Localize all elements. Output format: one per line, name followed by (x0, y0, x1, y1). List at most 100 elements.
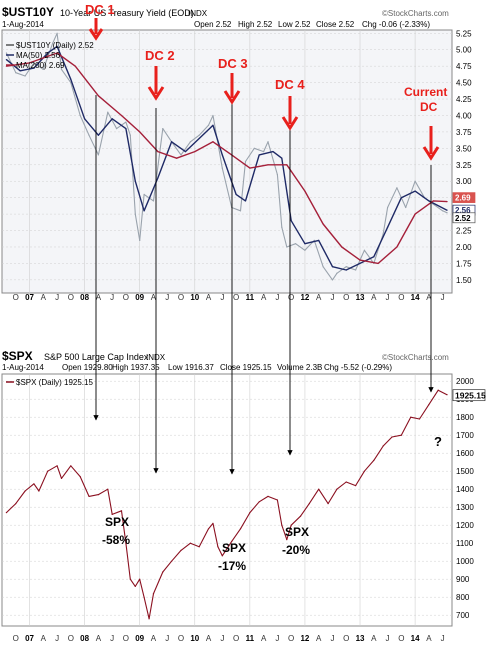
data-point (345, 269, 347, 271)
data-point (180, 549, 182, 552)
ust10y-gridlines (2, 30, 452, 293)
y-tick-label: 3.75 (456, 128, 472, 137)
ust10y-title: 10-Year US Treasury Yield (EOD) (60, 8, 194, 18)
spx-volume: Volume 2.3B (277, 363, 322, 372)
data-point (286, 246, 288, 248)
x-tick-label-month: J (165, 634, 169, 643)
x-tick-label-month: O (13, 634, 19, 643)
data-point (125, 542, 127, 544)
x-tick-label-month: A (206, 634, 212, 643)
legend-label-ma50: MA(50) 2.56 (16, 51, 61, 60)
y-tick-label: 1600 (456, 449, 474, 458)
ust10y-symbol: $UST10Y (2, 5, 54, 19)
data-point (198, 134, 200, 136)
data-point (304, 243, 306, 245)
data-point (207, 124, 210, 126)
data-point (373, 256, 375, 258)
x-tick-label-month: A (371, 634, 377, 643)
y-tick-label: 1800 (456, 413, 474, 422)
data-point (221, 154, 223, 156)
data-point (432, 200, 434, 202)
y-tick-label: 2000 (456, 377, 474, 386)
data-point (276, 174, 278, 176)
x-tick-label-month: A (261, 293, 267, 302)
data-point (70, 465, 72, 467)
data-point (414, 180, 416, 182)
data-point (148, 618, 150, 620)
x-tick-label-month: A (371, 293, 377, 302)
ust10y-panel: 5.25 5.00 4.75 4.50 4.25 4.00 3.75 3.50 3.25 3.00… (1, 29, 476, 294)
data-point (235, 193, 237, 195)
data-point (336, 272, 338, 274)
data-point (97, 154, 99, 156)
data-point (24, 490, 26, 492)
x-tick-label-year: 12 (300, 293, 309, 302)
spx-low: Low 1916.37 (168, 363, 214, 372)
data-point (42, 68, 44, 71)
y-tick-label: 1000 (456, 557, 474, 566)
data-point (184, 151, 187, 153)
data-point (373, 459, 375, 461)
x-tick-label-month: O (68, 634, 74, 643)
spx-symbol: $SPX (2, 349, 33, 363)
x-tick-label-month: J (275, 634, 279, 643)
data-point (139, 239, 141, 241)
x-tick-label-month: A (96, 634, 102, 643)
data-point (318, 239, 320, 241)
data-point (322, 223, 324, 225)
x-tick-label-year: 13 (356, 293, 365, 302)
data-point (308, 503, 310, 505)
spx-high: High 1937.35 (112, 363, 160, 372)
x-tick-label-month: A (206, 293, 212, 302)
x-tick-label-year: 07 (25, 293, 34, 302)
data-point (28, 62, 31, 64)
x-tick-label-year: 12 (300, 634, 309, 643)
x-tick-label-month: O (123, 634, 129, 643)
data-point (79, 114, 81, 117)
data-point (157, 177, 159, 179)
last-value-tag-bg (452, 389, 486, 402)
y-tick-label: 1.75 (456, 259, 472, 268)
y-tick-label: 3.25 (456, 161, 472, 170)
y-tick-label: 1500 (456, 467, 474, 476)
data-point (56, 45, 58, 48)
data-point (88, 134, 90, 136)
data-point (56, 465, 58, 467)
data-point (382, 233, 384, 235)
data-point (249, 511, 251, 514)
y-tick-label: 1200 (456, 521, 474, 530)
dc1-arrow (88, 18, 104, 41)
x-tick-label-month: J (110, 293, 114, 302)
x-tick-label-month: O (398, 293, 404, 302)
data-point (428, 200, 430, 202)
data-point (446, 201, 448, 203)
data-point (322, 266, 324, 268)
data-point (134, 585, 136, 588)
x-tick-label-month: O (398, 634, 404, 643)
data-point (143, 193, 145, 195)
data-point (286, 164, 288, 166)
data-point (134, 180, 136, 182)
x-tick-label-month: J (275, 293, 279, 302)
data-point (327, 503, 329, 505)
dc3-label: DC 3 (218, 56, 248, 71)
data-point (38, 490, 40, 492)
dc-markers: DC 1 DC 2 DC 3 DC 4 Current DC (85, 2, 447, 161)
data-point (267, 495, 269, 497)
data-point (5, 58, 8, 61)
data-point (258, 154, 260, 156)
ust10y-last-value-tags: 2.69 2.562.52 (452, 192, 476, 224)
x-tick-label-month: J (386, 293, 390, 302)
data-point (139, 131, 141, 133)
data-point (194, 151, 196, 153)
data-point (157, 151, 159, 153)
connector-arrows (93, 95, 434, 475)
ust10y-y-axis: 5.25 5.00 4.75 4.50 4.25 4.00 3.75 3.50 3.25 3.00… (456, 29, 472, 285)
data-point (414, 213, 416, 215)
x-tick-label-month: A (151, 634, 157, 643)
y-tick-label: 4.25 (456, 95, 472, 104)
x-tick-label-month: J (55, 634, 59, 643)
data-point (442, 210, 444, 212)
data-point (129, 134, 131, 136)
y-tick-label: 5.25 (456, 29, 472, 38)
